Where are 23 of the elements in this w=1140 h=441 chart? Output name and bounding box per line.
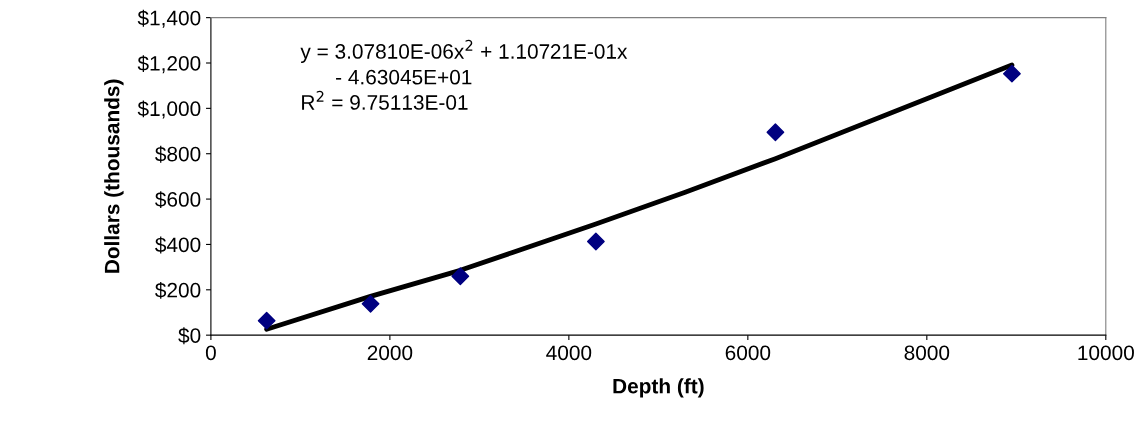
annotation: y = 3.07810E-06x$^{2}$ + 1.10721E-01x - 4.63045E+01 R$^{2}$ = 9.75113E-01 xyxy=(300,39,628,110)
y-tick-label: $800 xyxy=(155,145,201,163)
point xyxy=(1003,64,1021,83)
x-tick-label: 4000 xyxy=(546,345,592,361)
point xyxy=(451,267,470,286)
y-tick-label: $400 xyxy=(155,236,201,254)
point xyxy=(361,294,380,313)
x-tick-label: 0 xyxy=(205,345,216,361)
y-axis-title: Dollars (thousands) xyxy=(104,79,124,273)
y-tick-label: $0 xyxy=(178,327,201,345)
point xyxy=(586,232,605,251)
y-tick-label: $1,200 xyxy=(137,55,201,74)
x-tick-label: 6000 xyxy=(725,345,771,361)
x-tick-label: 8000 xyxy=(904,345,950,361)
y-tick-label: $600 xyxy=(155,191,201,209)
y-tick-label: $1,400 xyxy=(137,9,201,28)
point xyxy=(766,123,785,142)
x-tick-label: 10000 xyxy=(1078,345,1134,361)
point xyxy=(257,311,276,330)
x-tick-label: 2000 xyxy=(367,345,413,361)
y-tick-label: $1,000 xyxy=(137,100,201,119)
y-tick-label: $200 xyxy=(155,281,201,299)
x-axis-title: Depth (ft) xyxy=(613,378,704,398)
